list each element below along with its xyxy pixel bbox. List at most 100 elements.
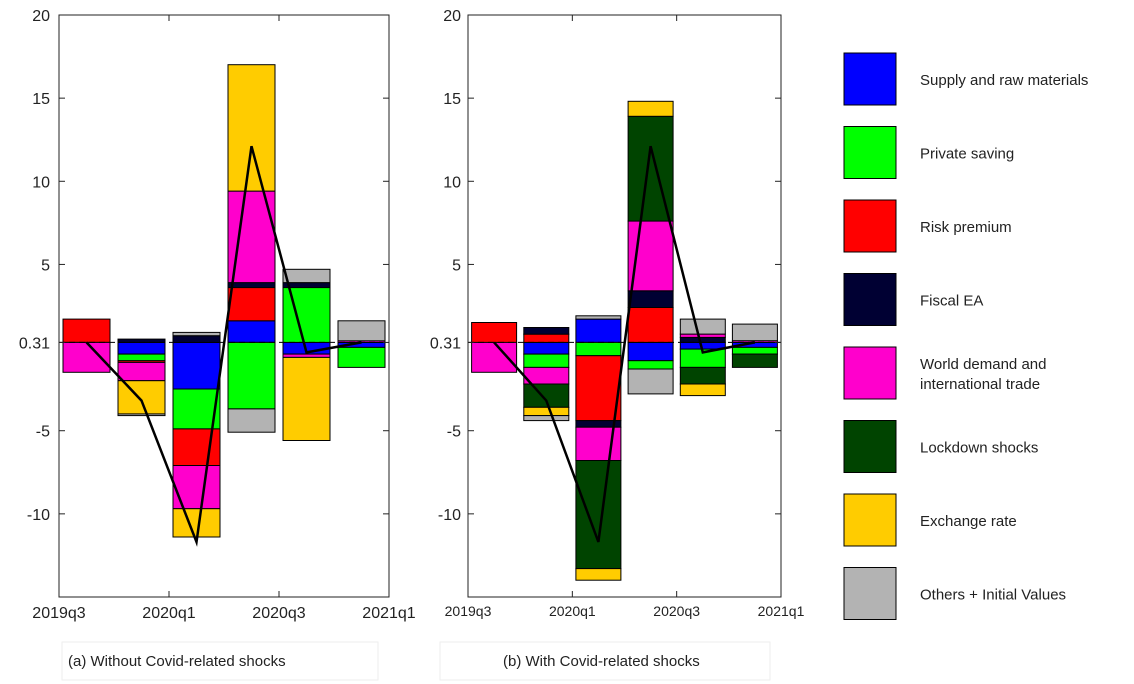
bar-b-2019q4-5 <box>471 341 518 373</box>
bar-a-2020q2-1 <box>172 341 221 390</box>
bar-b-2020q3-4 <box>627 290 674 308</box>
bar-b-2020q2-1 <box>575 318 622 343</box>
ytick-label-b: -5 <box>447 424 461 441</box>
ytick-label-b: 0.31 <box>430 335 461 352</box>
bar-a-2020q3-1 <box>227 320 276 343</box>
bar-b-2020q1-7 <box>523 406 570 417</box>
legend-label-5-line2: international trade <box>920 376 1040 393</box>
legend-label-6: Lockdown shocks <box>920 440 1038 457</box>
ytick-label-a: 5 <box>41 257 50 274</box>
axes-frame-b <box>467 14 782 598</box>
legend-swatch-3 <box>843 199 897 253</box>
bar-b-2020q4-4 <box>679 336 726 343</box>
bar-b-2020q1-3 <box>523 333 570 343</box>
bar-a-2020q3-3 <box>227 287 276 322</box>
legend-swatch-8 <box>843 567 897 620</box>
xtick-label-a: 2019q3 <box>32 605 85 622</box>
legend-label-5: World demand and <box>920 356 1046 373</box>
bar-a-2020q4-8 <box>282 268 331 284</box>
bar-a-2020q2-3 <box>172 428 221 466</box>
bar-b-2021q1-8 <box>731 323 778 342</box>
ytick-label-b: 20 <box>443 8 461 25</box>
bar-b-2020q3-5 <box>627 220 674 292</box>
bar-b-2020q3-2 <box>627 360 674 370</box>
xtick-label-a: 2021q1 <box>362 605 415 622</box>
ytick-label-a: 0.31 <box>19 335 50 352</box>
total-line-a <box>85 145 362 547</box>
bar-b-2020q4-6 <box>679 366 726 385</box>
bar-b-2021q1-2 <box>731 346 778 355</box>
legend-label-3: Risk premium <box>920 219 1012 236</box>
bar-b-2020q2-5 <box>575 426 622 462</box>
panel-a-chart: -10 -5 0.31 5 10 15 20 2019q3 2020q1 2020q3 2021q1 <box>19 8 416 622</box>
bar-a-2021q1-2 <box>337 346 386 368</box>
axes-frame-a <box>58 14 390 598</box>
legend-swatch-7 <box>843 493 897 547</box>
ytick-label-b: 10 <box>443 174 461 191</box>
xtick-label-b: 2019q3 <box>445 603 492 619</box>
bar-b-2020q1-8 <box>523 415 570 422</box>
bar-a-2020q4-2 <box>282 287 331 343</box>
bar-a-2021q1-8 <box>337 320 386 342</box>
bar-b-2020q3-8 <box>627 368 674 395</box>
bar-a-2019q4-5 <box>62 341 111 373</box>
bar-a-2020q1-4 <box>117 338 166 343</box>
bar-a-2020q3-8 <box>227 408 276 433</box>
bar-b-2020q4-8 <box>679 318 726 335</box>
caption-a: (a) Without Covid-related shocks <box>68 653 286 670</box>
legend-swatch-2 <box>843 126 897 179</box>
ytick-label-a: -10 <box>27 507 50 524</box>
bar-a-2019q4-3 <box>62 318 111 343</box>
bar-a-2020q4-7 <box>282 356 331 441</box>
legend: Supply and raw materials Private saving Ri… <box>843 52 1088 620</box>
caption-b-box <box>439 641 771 681</box>
xtick-label-a: 2020q1 <box>142 605 195 622</box>
legend-label-8: Others + Initial Values <box>920 587 1066 604</box>
total-line-b <box>493 145 756 543</box>
legend-label-1: Supply and raw materials <box>920 72 1088 89</box>
bar-b-2021q1-6 <box>731 353 778 368</box>
legend-swatch-5 <box>843 346 897 400</box>
bar-a-2020q2-7 <box>172 508 221 538</box>
ytick-label-b: 5 <box>452 257 461 274</box>
caption-b: (b) With Covid-related shocks <box>503 653 700 670</box>
ytick-label-a: 10 <box>32 174 50 191</box>
bar-a-2020q2-8 <box>172 331 221 337</box>
bar-a-2020q1-1 <box>117 341 166 355</box>
ytick-label-a: 15 <box>32 91 50 108</box>
xtick-label-a: 2020q3 <box>252 605 305 622</box>
xtick-label-b: 2020q3 <box>653 603 700 619</box>
bar-b-2019q4-3 <box>471 322 518 343</box>
bar-b-2020q3-1 <box>627 341 674 362</box>
bar-a-2020q2-4 <box>172 335 221 343</box>
bar-b-2020q2-7 <box>575 568 622 581</box>
bar-b-2020q1-1 <box>523 341 570 355</box>
bar-a-2020q3-7 <box>227 64 276 192</box>
bar-a-2020q1-5 <box>117 361 166 382</box>
bar-b-2020q2-6 <box>575 460 622 570</box>
ytick-label-b: -10 <box>438 507 461 524</box>
bar-a-2020q1-2 <box>117 353 166 362</box>
bar-a-2020q1-7 <box>117 380 166 415</box>
legend-swatch-4 <box>843 273 897 326</box>
bar-a-2020q1-8 <box>117 413 166 417</box>
legend-label-2: Private saving <box>920 146 1014 163</box>
legend-swatch-6 <box>843 420 897 473</box>
ytick-label-b: 15 <box>443 91 461 108</box>
bar-b-2020q3-3 <box>627 307 674 343</box>
bar-b-2020q3-7 <box>627 100 674 117</box>
xtick-label-b: 2020q1 <box>549 603 596 619</box>
legend-label-4: Fiscal EA <box>920 293 983 310</box>
bar-b-2020q1-4 <box>523 327 570 335</box>
panel-b-chart: -10 -5 0.31 5 10 15 20 2019q3 2020q1 2020q3 2021q1 <box>430 8 805 619</box>
xtick-label-b: 2021q1 <box>758 603 805 619</box>
legend-swatch-1 <box>843 52 897 106</box>
legend-label-7: Exchange rate <box>920 513 1017 530</box>
bar-b-2020q2-2 <box>575 341 622 357</box>
ytick-label-a: -5 <box>36 424 50 441</box>
ytick-label-a: 20 <box>32 8 50 25</box>
bar-b-2020q2-8 <box>575 315 622 320</box>
bar-a-2020q3-2 <box>227 341 276 410</box>
bar-a-2020q3-4 <box>227 282 276 289</box>
